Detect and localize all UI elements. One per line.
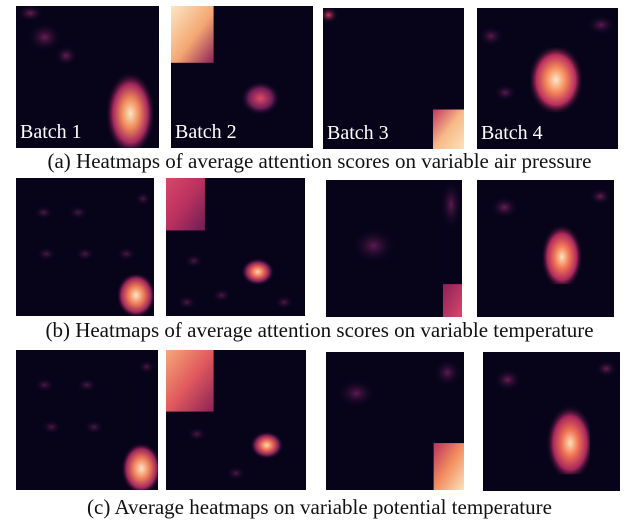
caption-c: (c) Average heatmaps on variable potenti… (87, 495, 552, 519)
caption-a: (a) Heatmaps of average attention scores… (47, 149, 592, 173)
heatmap-b-batch-1 (16, 178, 154, 316)
heatmap-a-batch-2: Batch 2 (171, 6, 313, 148)
caption-b: (b) Heatmaps of average attention scores… (45, 318, 594, 342)
batch-label: Batch 4 (481, 122, 543, 144)
heatmap-a-batch-1: Batch 1 (16, 6, 159, 148)
heatmap-c-batch-4 (483, 352, 620, 491)
heatmap-a-batch-4: Batch 4 (477, 8, 618, 149)
heatmap-a-batch-3: Batch 3 (323, 8, 464, 149)
batch-label: Batch 2 (175, 121, 237, 143)
heatmap-b-batch-2 (166, 178, 305, 316)
heatmap-b-batch-4 (477, 180, 614, 317)
heatmap-c-batch-2 (166, 350, 306, 490)
heatmap-c-batch-1 (16, 350, 158, 490)
heatmap-b-batch-3 (326, 180, 462, 317)
heatmap-c-batch-3 (326, 352, 464, 490)
batch-label: Batch 1 (20, 121, 82, 143)
batch-label: Batch 3 (327, 122, 389, 144)
